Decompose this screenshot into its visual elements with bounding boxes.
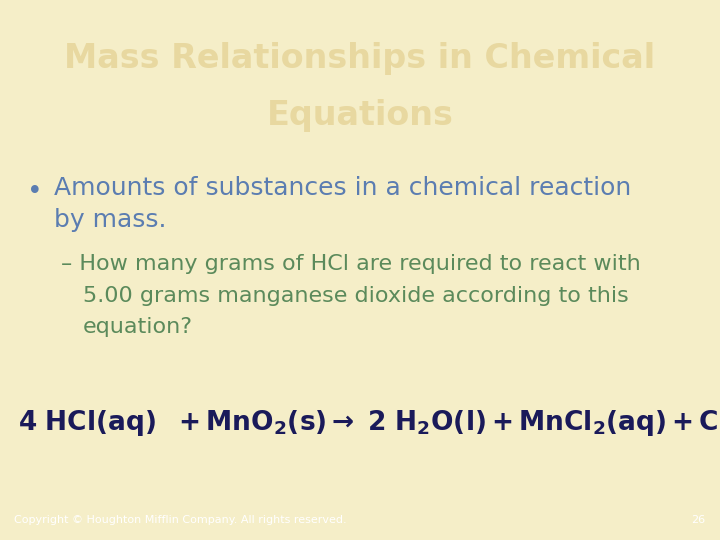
Text: 26: 26 [691,515,706,525]
Text: equation?: equation? [83,316,193,337]
Text: – How many grams of HCl are required to react with: – How many grams of HCl are required to … [61,254,641,274]
Text: Equations: Equations [266,99,454,132]
Text: by mass.: by mass. [54,207,166,232]
Text: Amounts of substances in a chemical reaction: Amounts of substances in a chemical reac… [54,177,631,200]
Text: Mass Relationships in Chemical: Mass Relationships in Chemical [64,42,656,75]
Text: •: • [27,179,42,205]
Text: $\mathbf{4\ HCl(aq)\ \ +MnO_2(s)\rightarrow\ 2\ H_2O(l)+MnCl_2(aq)+Cl_2(g)}$: $\mathbf{4\ HCl(aq)\ \ +MnO_2(s)\rightar… [18,408,720,438]
Text: 5.00 grams manganese dioxide according to this: 5.00 grams manganese dioxide according t… [83,286,629,306]
Text: Copyright © Houghton Mifflin Company. All rights reserved.: Copyright © Houghton Mifflin Company. Al… [14,515,347,525]
